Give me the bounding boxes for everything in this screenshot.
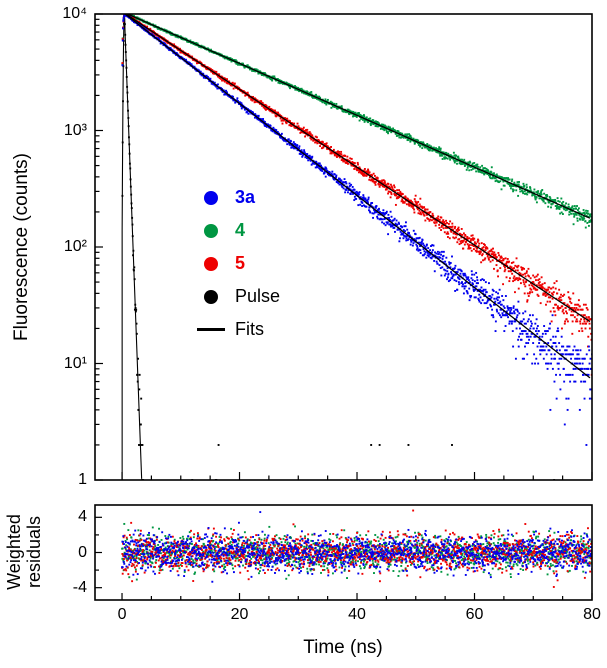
legend-item-pulse: Pulse (197, 280, 280, 313)
legend: 3a 4 5 Pulse Fits (197, 181, 280, 346)
main-y-tick-label: 10¹ (63, 354, 87, 372)
x-tick-label: 0 (117, 606, 127, 623)
x-axis-label: Time (ns) (303, 637, 383, 658)
series-dot-icon (197, 223, 225, 238)
main-y-tick-label: 1 (78, 471, 87, 488)
legend-item-fits: Fits (197, 313, 280, 346)
x-tick-label: 60 (465, 606, 484, 623)
legend-item-3a: 3a (197, 181, 280, 214)
legend-label: Pulse (235, 286, 281, 306)
main-y-tick-label: 10³ (63, 121, 87, 139)
residuals-y-axis-label: Weighted residuals (3, 514, 44, 590)
fit-line-icon (197, 328, 225, 331)
x-tick-label: 20 (230, 606, 249, 623)
main-y-tick-label: 10² (63, 238, 87, 255)
legend-label: Fits (235, 319, 264, 339)
legend-item-5: 5 (197, 247, 280, 280)
residuals-y-tick-label: 4 (78, 508, 87, 526)
series-dot-icon (197, 190, 225, 205)
series-dot-icon (197, 289, 225, 304)
legend-label: 4 (235, 220, 246, 240)
legend-label: 5 (235, 253, 246, 273)
x-tick-label: 40 (348, 606, 366, 623)
residuals-y-tick-label: 0 (78, 543, 87, 561)
x-tick-label: 80 (583, 606, 601, 623)
series-dot-icon (197, 256, 225, 271)
main-y-axis-label: Fluorescence (counts) (11, 153, 32, 341)
legend-item-4: 4 (197, 214, 280, 247)
legend-label: 3a (235, 187, 256, 207)
residuals-y-tick-label: -4 (72, 578, 87, 596)
main-y-tick-label: 10⁴ (62, 5, 87, 22)
